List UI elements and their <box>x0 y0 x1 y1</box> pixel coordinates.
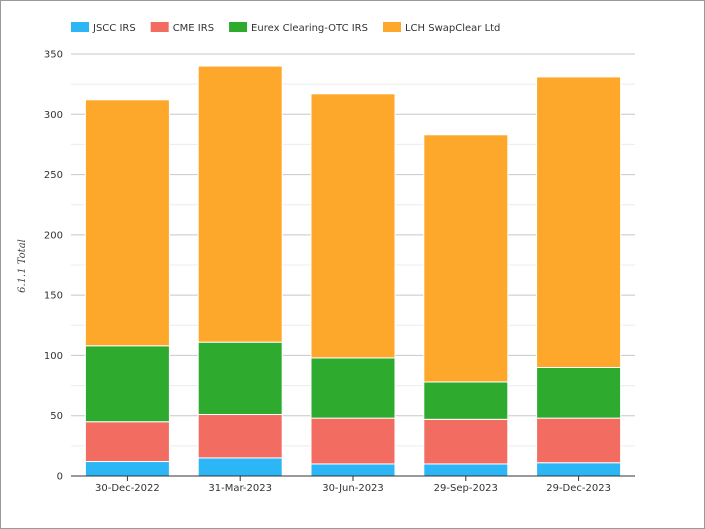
y-tick-label: 250 <box>44 170 63 181</box>
bar-segment <box>310 417 396 465</box>
legend-swatch <box>229 22 248 32</box>
legend-label: LCH SwapClear Ltd <box>405 23 500 34</box>
bar-segment <box>423 381 509 420</box>
bar-segment <box>423 463 509 477</box>
bar-segment <box>84 461 170 477</box>
bar-segment <box>536 417 622 464</box>
bar-segment <box>310 463 396 477</box>
x-tick-label: 29-Dec-2023 <box>546 483 611 494</box>
bar-segment <box>197 414 283 459</box>
y-axis-label: 6.1.1 Total <box>17 239 28 293</box>
legend: JSCC IRS CME IRS Eurex Clearing-OTC IRS LCH… <box>71 22 500 34</box>
x-tick-label: 29-Sep-2023 <box>434 483 498 494</box>
bar-segment <box>310 357 396 419</box>
y-axis-ticks: 0 50 100 150 200 250 300 350 <box>44 50 63 483</box>
x-tick-label: 30-Dec-2022 <box>95 483 160 494</box>
bar-segment <box>536 366 622 419</box>
legend-label: Eurex Clearing-OTC IRS <box>251 23 368 34</box>
bar-segment <box>536 76 622 368</box>
bar-segment <box>84 99 170 347</box>
x-axis-ticks: 30-Dec-2022 31-Mar-2023 30-Jun-2023 29-Sep-… <box>95 476 611 494</box>
x-tick-label: 31-Mar-2023 <box>208 483 272 494</box>
bar-segment <box>310 93 396 359</box>
bar-segment <box>84 345 170 423</box>
y-tick-label: 0 <box>57 472 63 483</box>
legend-swatch <box>382 22 401 32</box>
x-tick-label: 30-Jun-2023 <box>322 483 384 494</box>
bar-segment <box>423 134 509 383</box>
bar-segment <box>197 65 283 343</box>
legend-swatch <box>150 22 169 32</box>
legend-swatch <box>71 22 89 32</box>
legend-label: JSCC IRS <box>92 23 136 34</box>
y-tick-label: 350 <box>44 50 63 61</box>
bar-segment <box>197 457 283 477</box>
y-tick-label: 150 <box>44 291 63 302</box>
y-tick-label: 100 <box>44 351 63 362</box>
bars <box>84 65 622 477</box>
y-tick-label: 50 <box>50 411 63 422</box>
legend-label: CME IRS <box>173 23 214 34</box>
bar-segment <box>423 418 509 465</box>
bar-segment <box>197 341 283 416</box>
y-tick-label: 200 <box>44 230 63 241</box>
bar-segment <box>536 462 622 477</box>
bar-segment <box>84 421 170 463</box>
y-tick-label: 300 <box>44 110 63 121</box>
